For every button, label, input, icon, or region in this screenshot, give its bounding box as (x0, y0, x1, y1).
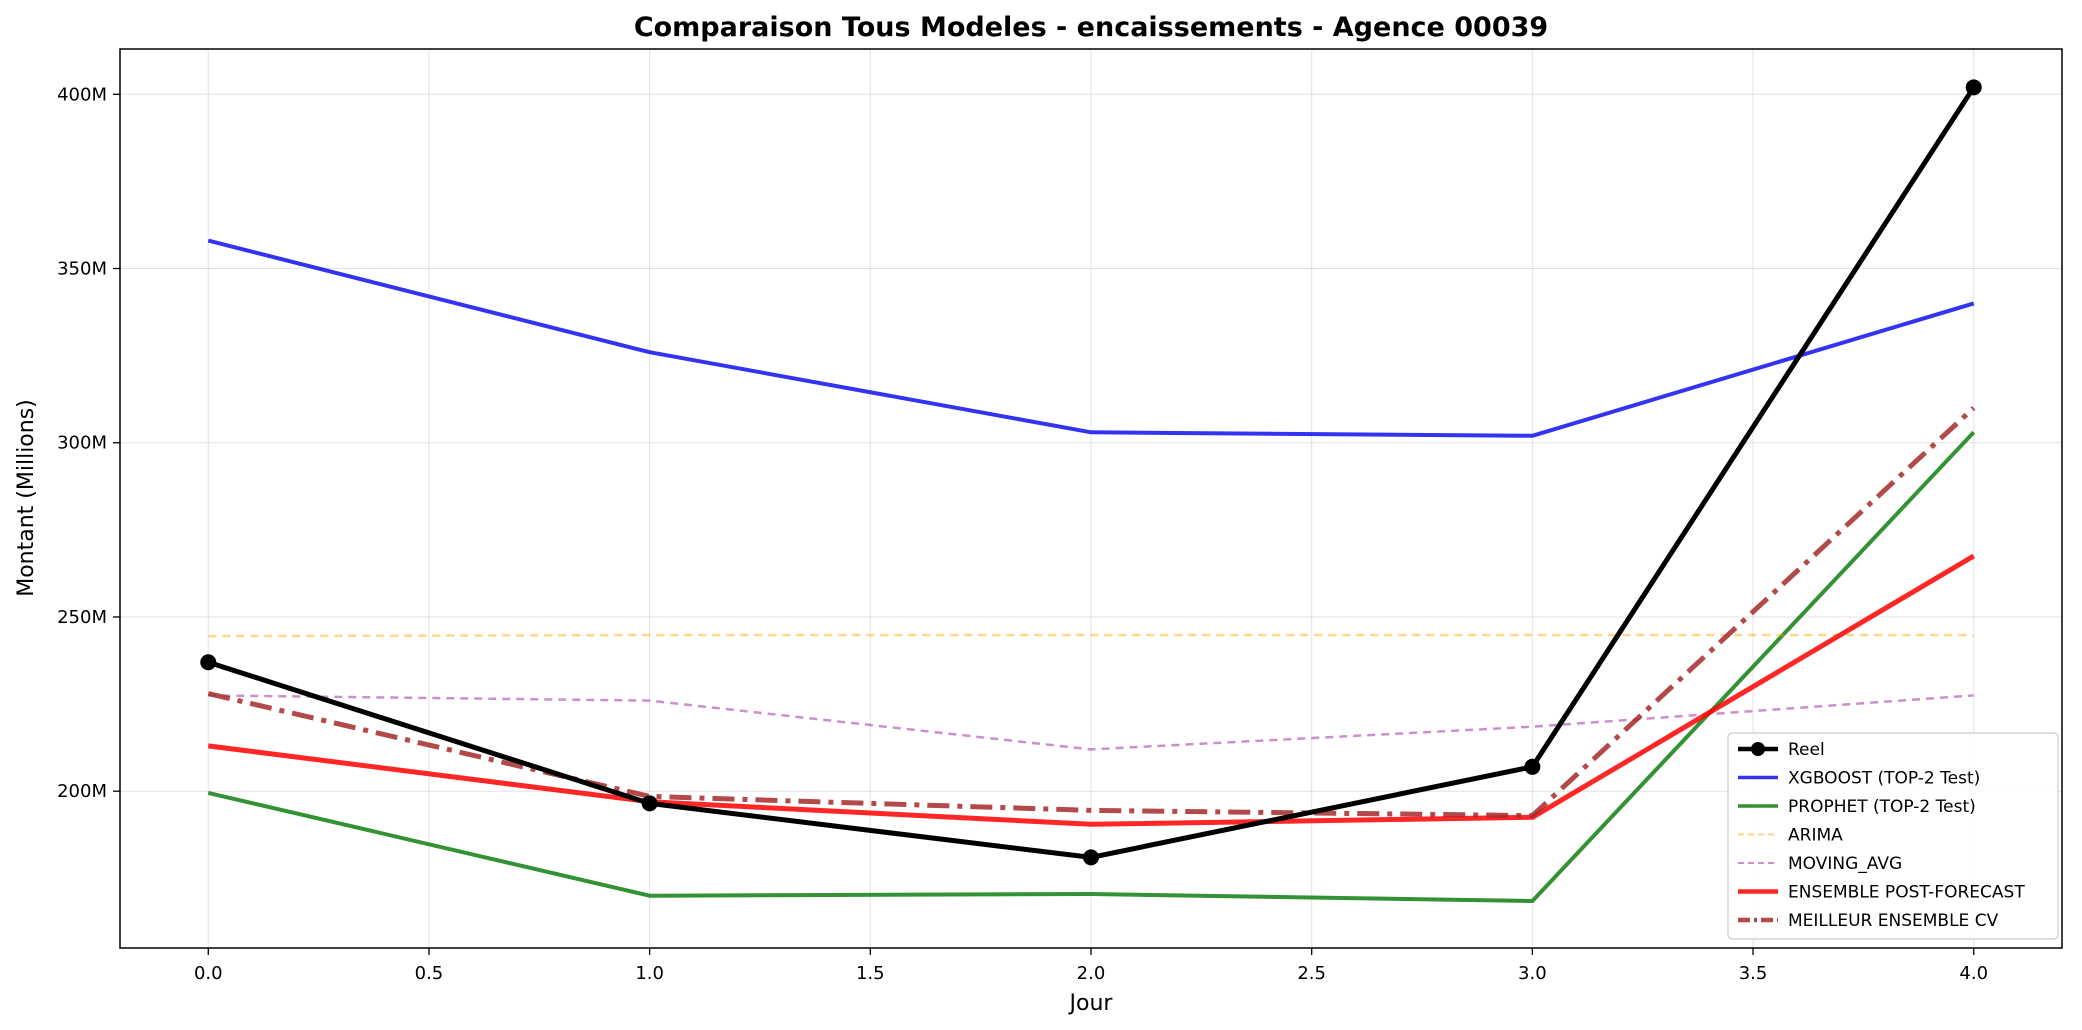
x-tick-label: 0.0 (194, 963, 223, 984)
legend-label-ensemble-post-forecast: ENSEMBLE POST-FORECAST (1788, 883, 2025, 903)
series-line-prophet-top-2-test (207, 430, 1976, 903)
legend-label-reel: Reel (1788, 740, 1825, 760)
x-tick-label: 3.5 (1739, 963, 1768, 984)
series-line-moving-avg (208, 694, 1974, 751)
data-point-reel (1083, 849, 1099, 866)
series-line-ensemble-post-forecast (207, 553, 1975, 827)
data-point-reel (200, 654, 217, 671)
x-tick-label: 1.0 (635, 963, 664, 984)
series-line-xgboost-top-2-test (207, 238, 1975, 438)
series-lines (200, 79, 1982, 903)
data-point-reel (641, 795, 658, 812)
legend-marker-reel (1751, 742, 1765, 756)
y-tick-label: 200M (57, 781, 107, 802)
y-tick-label: 250M (57, 607, 107, 628)
y-tick-label: 400M (57, 84, 107, 105)
x-tick-label: 4.0 (1959, 963, 1988, 984)
axis-ticks: 0.0 0.5 1.0 1.5 2.0 2.5 3.0 3.5 4.0 200M 250M 300M 3… (57, 84, 1988, 984)
legend-label-moving-avg: MOVING_AVG (1788, 854, 1902, 874)
y-axis-label: Montant (Millions) (14, 399, 39, 597)
x-tick-label: 3.0 (1518, 963, 1547, 984)
legend-label-arima: ARIMA (1788, 826, 1843, 846)
x-axis-label: Jour (1068, 991, 1114, 1016)
y-tick-label: 350M (57, 259, 107, 280)
legend: Reel XGBOOST (TOP-2 Test) PROPHET (TOP-2 T… (1727, 732, 2059, 940)
x-tick-label: 2.5 (1297, 963, 1326, 984)
legend-label-xgboost-top-2-test: XGBOOST (TOP-2 Test) (1788, 769, 1980, 789)
x-tick-label: 0.5 (415, 963, 444, 984)
series-line-meilleur-ensemble-cv (207, 406, 1976, 819)
y-tick-label: 300M (57, 433, 107, 454)
x-tick-label: 1.5 (856, 963, 885, 984)
series-line-arima (208, 633, 1974, 638)
legend-label-prophet-top-2-test: PROPHET (TOP-2 Test) (1788, 797, 1976, 817)
data-point-reel (1524, 758, 1541, 775)
legend-label-meilleur-ensemble-cv: MEILLEUR ENSEMBLE CV (1788, 911, 1999, 931)
chart-title: Comparaison Tous Modeles - encaissements… (634, 12, 1548, 43)
legend-frame (1727, 732, 2059, 940)
x-tick-label: 2.0 (1077, 963, 1106, 984)
data-point-reel (1965, 79, 1982, 96)
